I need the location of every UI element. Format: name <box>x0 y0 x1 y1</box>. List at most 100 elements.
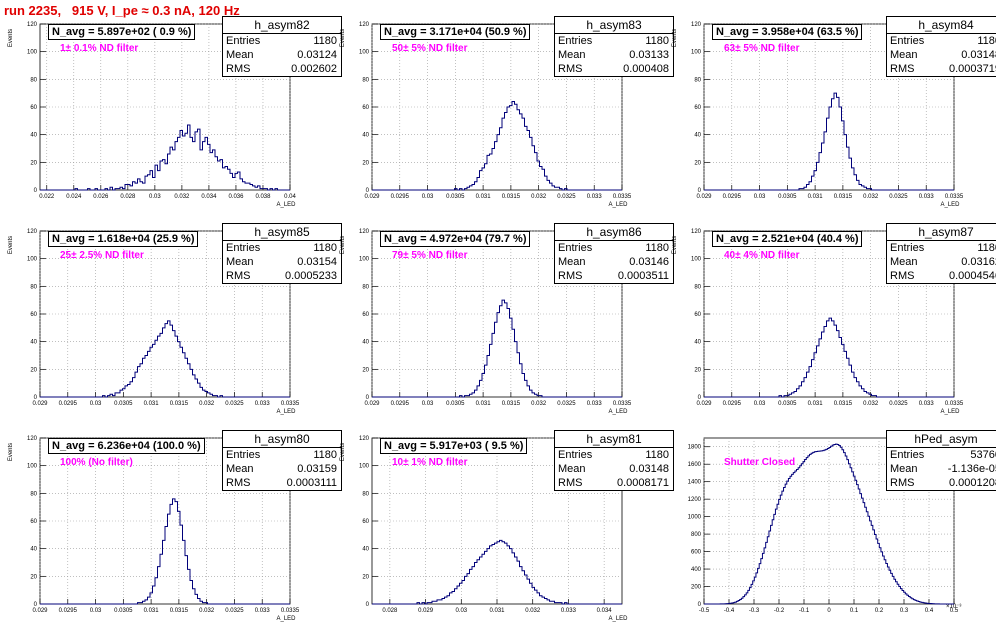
y-tick-label: 60 <box>30 105 37 111</box>
stats-box: h_asym81 Entries 1180 Mean 0.03148 RMS 0.00081… <box>554 430 674 491</box>
n-avg-label: N_avg = 3.171e+04 (50.9 %) <box>380 24 531 40</box>
stats-key-rms: RMS <box>226 477 251 489</box>
x-tick-label: 0.0325 <box>889 194 908 200</box>
x-tick-label: 0.0295 <box>59 608 78 614</box>
stats-value-rms: 0.0001208 <box>949 477 996 489</box>
stats-value-entries: 1180 <box>645 35 669 47</box>
y-tick-label: 1800 <box>688 445 702 451</box>
x-tick-label: 0.0315 <box>170 608 189 614</box>
x-tick-label: 0.033 <box>919 401 935 407</box>
x-tick-label: 0.0305 <box>446 194 465 200</box>
stats-value-entries: 1180 <box>977 35 996 47</box>
x-tick-label: 0.03 <box>754 401 766 407</box>
stats-row-mean: Mean 0.03146 <box>555 255 673 269</box>
x-tick-label: 0.032 <box>525 608 541 614</box>
stats-row-mean: Mean 0.03124 <box>223 48 341 62</box>
x-tick-label: 0.0335 <box>613 194 632 200</box>
histogram-series <box>372 100 622 191</box>
y-tick-label: 120 <box>691 229 702 235</box>
filter-label: 25± 2.5% ND filter <box>60 250 144 261</box>
x-tick-label: 0.031 <box>144 401 160 407</box>
stats-title: h_asym86 <box>555 224 673 241</box>
x-axis-title: A_LED <box>608 409 628 415</box>
stats-value-mean: -1.136e-05 <box>947 463 996 475</box>
x-tick-label: 0.033 <box>587 194 603 200</box>
stats-key-rms: RMS <box>558 270 583 282</box>
y-tick-label: 80 <box>30 491 37 497</box>
y-tick-label: 100 <box>27 50 38 56</box>
stats-key-mean: Mean <box>890 463 918 475</box>
filter-label: 40± 4% ND filter <box>724 250 800 261</box>
x-axis-title: A_LED <box>940 202 960 208</box>
x-tick-label: 0.031 <box>808 401 824 407</box>
y-tick-label: 120 <box>359 22 370 28</box>
y-tick-label: 0 <box>698 395 702 401</box>
stats-value-entries: 1180 <box>645 242 669 254</box>
stats-value-entries: 1180 <box>313 35 337 47</box>
y-axis-title: Events <box>8 443 14 461</box>
x-tick-label: 0.029 <box>32 401 48 407</box>
stats-row-entries: Entries 1180 <box>223 448 341 462</box>
stats-row-rms: RMS 0.000408 <box>555 62 673 76</box>
x-tick-label: -0.5 <box>699 608 710 614</box>
page-title: run 2235, 915 V, I_pe ≈ 0.3 nA, 120 Hz <box>4 3 240 18</box>
stats-row-rms: RMS 0.0003511 <box>555 269 673 283</box>
x-tick-label: 0.029 <box>364 401 380 407</box>
y-tick-label: 120 <box>691 22 702 28</box>
x-tick-label: 0.03 <box>455 608 467 614</box>
stats-row-mean: Mean 0.03154 <box>223 255 341 269</box>
y-tick-label: 20 <box>362 367 369 373</box>
x-tick-label: 0.032 <box>531 194 547 200</box>
histogram-panel-h_asym83: 0.029 0.0295 0.03 0.0305 0.031 0.0315 0.032 0.0… <box>332 14 674 221</box>
n-avg-label: N_avg = 4.972e+04 (79.7 %) <box>380 231 531 247</box>
x-tick-label: 0.029 <box>32 608 48 614</box>
stats-key-entries: Entries <box>558 35 593 47</box>
stats-title: h_asym81 <box>555 431 673 448</box>
filter-label: 1± 0.1% ND filter <box>60 43 139 54</box>
stats-value-mean: 0.03124 <box>297 49 337 61</box>
x-tick-label: 0.034 <box>597 608 613 614</box>
stats-key-rms: RMS <box>226 270 251 282</box>
stats-row-mean: Mean 0.03148 <box>887 48 996 62</box>
x-tick-label: 0.029 <box>696 194 712 200</box>
stats-row-mean: Mean 0.03159 <box>223 462 341 476</box>
stats-key-entries: Entries <box>226 35 261 47</box>
histogram-panel-h_asym84: 0.029 0.0295 0.03 0.0305 0.031 0.0315 0.032 0.0… <box>664 14 996 221</box>
x-tick-label: 0.4 <box>925 608 934 614</box>
x-tick-label: 0.0295 <box>59 401 78 407</box>
x-tick-label: 0.0295 <box>723 401 742 407</box>
y-tick-label: 40 <box>30 340 37 346</box>
x-tick-label: 0.022 <box>39 194 55 200</box>
x-tick-label: 0.0305 <box>114 401 133 407</box>
n-avg-label: N_avg = 6.236e+04 (100.0 %) <box>48 438 205 454</box>
stats-value-rms: 0.0005233 <box>285 270 337 282</box>
histogram-series <box>704 92 954 191</box>
y-tick-label: 120 <box>27 22 38 28</box>
x-tick-label: 0.0325 <box>225 608 244 614</box>
y-tick-label: 1400 <box>688 480 702 486</box>
filter-label: 63± 5% ND filter <box>724 43 800 54</box>
x-tick-label: 0.036 <box>228 194 244 200</box>
x-tick-label: 0.029 <box>418 608 434 614</box>
stats-key-entries: Entries <box>558 242 593 254</box>
n-avg-label: N_avg = 1.618e+04 (25.9 %) <box>48 231 199 247</box>
x-tick-label: 0.033 <box>919 194 935 200</box>
y-axis-title: Events <box>8 236 14 254</box>
x-tick-label: 0.033 <box>587 401 603 407</box>
x-tick-label: 0.0335 <box>281 401 300 407</box>
stats-row-rms: RMS 0.0001208 <box>887 476 996 490</box>
y-tick-label: 100 <box>359 50 370 56</box>
y-axis-title: Events <box>672 29 678 47</box>
y-tick-label: 600 <box>691 550 702 556</box>
x-tick-label: 0.0295 <box>391 194 410 200</box>
x-tick-label: 0.0315 <box>834 194 853 200</box>
histogram-panel-h_asym86: 0.029 0.0295 0.03 0.0305 0.031 0.0315 0.032 0.0… <box>332 221 674 428</box>
stats-title: h_asym82 <box>223 17 341 34</box>
stats-title: h_asym83 <box>555 17 673 34</box>
histogram-series <box>372 299 622 398</box>
stats-value-rms: 0.0008171 <box>617 477 669 489</box>
histogram-series <box>40 320 290 398</box>
stats-value-mean: 0.03146 <box>629 256 669 268</box>
